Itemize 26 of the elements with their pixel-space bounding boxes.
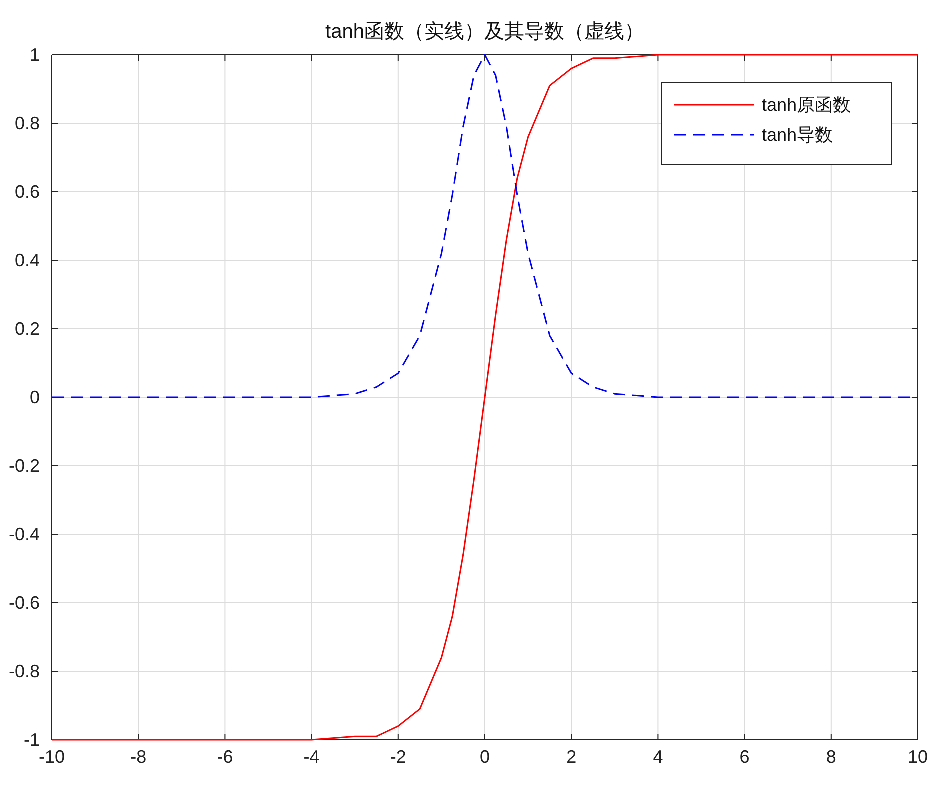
y-tick-label: -0.4 bbox=[8, 524, 40, 544]
x-tick-label: -4 bbox=[304, 746, 320, 767]
y-tick-label: 0 bbox=[30, 387, 40, 408]
x-tick-label: -8 bbox=[130, 746, 147, 767]
y-tick-label: 0.8 bbox=[14, 113, 40, 134]
y-tick-label: 0.2 bbox=[14, 318, 40, 339]
y-tick-label: 1 bbox=[30, 44, 40, 65]
y-tick-label: 0.6 bbox=[14, 182, 40, 202]
x-tick-label: 10 bbox=[908, 746, 928, 767]
x-tick-label: -2 bbox=[390, 746, 406, 767]
x-tick-label: 2 bbox=[566, 746, 577, 767]
x-tick-label: 0 bbox=[480, 746, 490, 767]
x-tick-label: 8 bbox=[826, 746, 836, 767]
legend-label: tanh导数 bbox=[762, 125, 834, 145]
y-tick-label: -0.6 bbox=[8, 592, 40, 613]
legend-label: tanh原函数 bbox=[762, 95, 852, 115]
x-tick-label: 6 bbox=[740, 746, 750, 767]
y-tick-label: -0.8 bbox=[8, 661, 40, 682]
y-tick-label: 0.4 bbox=[14, 250, 40, 270]
y-tick-label: -1 bbox=[24, 730, 40, 750]
y-tick-label: -0.2 bbox=[8, 456, 40, 476]
chart-title: tanh函数（实线）及其导数（虚线） bbox=[326, 21, 644, 43]
x-tick-label: 4 bbox=[653, 746, 664, 767]
line-series bbox=[51, 54, 919, 741]
x-tick-label: -6 bbox=[217, 746, 234, 767]
x-tick-label: -10 bbox=[38, 746, 66, 767]
